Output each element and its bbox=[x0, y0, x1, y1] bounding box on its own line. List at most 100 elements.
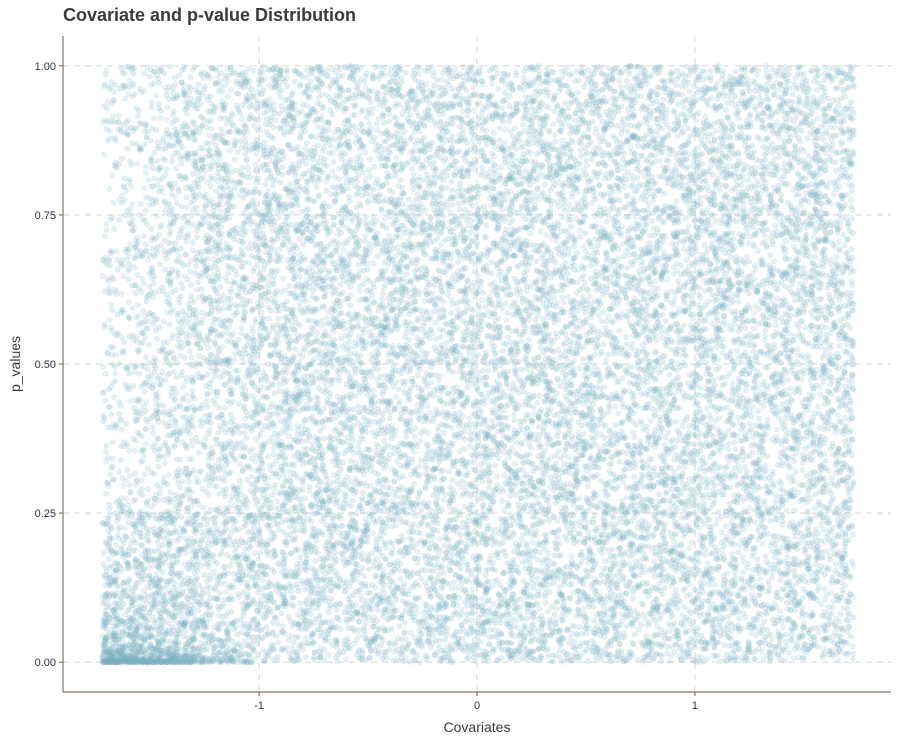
data-point bbox=[666, 658, 673, 665]
data-point bbox=[635, 626, 642, 633]
data-point bbox=[598, 407, 604, 413]
data-point bbox=[177, 484, 184, 491]
data-point bbox=[287, 617, 293, 624]
data-point bbox=[423, 479, 430, 485]
data-point bbox=[116, 216, 123, 223]
data-point bbox=[103, 443, 110, 450]
data-point bbox=[755, 407, 761, 414]
data-point bbox=[286, 433, 293, 440]
data-point bbox=[310, 380, 317, 387]
data-point bbox=[445, 422, 452, 429]
data-point bbox=[610, 485, 616, 492]
data-point bbox=[718, 513, 725, 520]
data-point bbox=[817, 333, 823, 339]
data-point bbox=[160, 318, 167, 325]
data-point bbox=[238, 116, 245, 122]
data-point bbox=[300, 241, 306, 248]
data-point bbox=[761, 618, 768, 625]
data-point bbox=[559, 214, 565, 221]
data-point bbox=[492, 462, 499, 469]
data-point bbox=[181, 354, 188, 361]
data-point bbox=[398, 533, 405, 539]
data-point bbox=[149, 165, 156, 172]
data-point bbox=[656, 491, 663, 498]
data-point bbox=[263, 624, 270, 630]
data-point bbox=[577, 227, 584, 234]
data-point bbox=[393, 140, 400, 147]
data-point bbox=[213, 188, 220, 195]
data-point bbox=[216, 404, 222, 411]
data-point bbox=[564, 396, 571, 403]
data-point bbox=[623, 334, 630, 341]
data-point bbox=[270, 323, 277, 330]
data-point bbox=[740, 610, 747, 616]
data-point bbox=[188, 418, 195, 425]
data-point bbox=[638, 621, 644, 628]
data-point bbox=[763, 67, 770, 74]
data-point bbox=[511, 412, 517, 418]
data-point bbox=[161, 460, 168, 467]
data-point bbox=[356, 288, 363, 295]
data-point bbox=[848, 197, 854, 204]
data-point bbox=[271, 390, 278, 397]
data-point bbox=[686, 72, 693, 79]
data-point bbox=[188, 212, 195, 219]
data-point bbox=[308, 71, 314, 78]
data-point bbox=[265, 651, 272, 658]
data-point bbox=[203, 510, 209, 517]
data-point bbox=[486, 484, 492, 491]
data-point bbox=[562, 275, 569, 282]
data-point bbox=[263, 129, 270, 135]
data-point bbox=[681, 104, 688, 111]
data-point bbox=[237, 461, 244, 468]
data-point bbox=[419, 162, 426, 169]
data-point bbox=[494, 70, 501, 77]
data-point bbox=[124, 467, 131, 473]
data-point bbox=[264, 453, 271, 460]
data-point bbox=[553, 605, 560, 612]
data-point bbox=[686, 151, 692, 158]
data-point bbox=[812, 491, 819, 498]
data-point bbox=[558, 592, 565, 599]
data-point bbox=[101, 388, 107, 395]
data-point bbox=[514, 625, 521, 631]
data-point bbox=[739, 569, 746, 576]
data-point bbox=[787, 385, 794, 392]
data-point bbox=[569, 70, 575, 77]
data-point bbox=[216, 612, 222, 619]
data-point bbox=[207, 506, 214, 513]
data-point bbox=[469, 586, 476, 593]
data-point bbox=[490, 129, 497, 136]
data-point bbox=[318, 317, 325, 324]
data-point bbox=[363, 275, 370, 282]
data-point bbox=[340, 246, 347, 253]
data-point bbox=[110, 654, 117, 661]
data-point bbox=[734, 347, 740, 354]
data-point bbox=[333, 655, 340, 661]
data-point bbox=[226, 147, 233, 153]
data-point bbox=[295, 588, 302, 595]
data-point bbox=[442, 320, 449, 327]
data-point bbox=[835, 331, 842, 338]
data-point bbox=[379, 296, 385, 303]
data-point bbox=[169, 514, 176, 521]
data-point bbox=[793, 468, 799, 475]
data-point bbox=[216, 606, 222, 613]
data-point bbox=[153, 213, 160, 219]
data-point bbox=[353, 204, 360, 211]
data-point bbox=[345, 596, 352, 603]
data-point bbox=[645, 588, 651, 595]
data-point bbox=[656, 173, 663, 180]
data-point bbox=[126, 481, 133, 488]
data-point bbox=[536, 606, 543, 613]
data-point bbox=[134, 113, 141, 120]
data-point bbox=[417, 211, 424, 218]
data-point bbox=[527, 230, 534, 237]
data-point bbox=[576, 624, 583, 630]
data-point bbox=[733, 308, 740, 315]
grid-lines bbox=[63, 36, 891, 692]
data-point bbox=[464, 112, 471, 119]
data-point bbox=[614, 450, 621, 457]
data-point bbox=[791, 430, 797, 437]
data-point bbox=[674, 437, 681, 444]
